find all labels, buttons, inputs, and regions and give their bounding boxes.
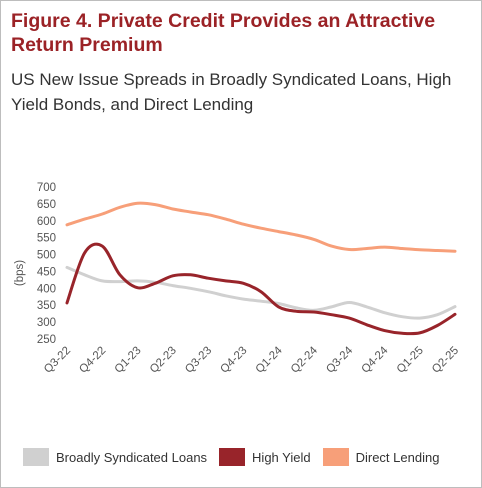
chart-legend: Broadly Syndicated Loans High Yield Dire… <box>23 447 451 467</box>
x-tick-label: Q3-23 <box>183 345 214 376</box>
y-tick-label: 600 <box>37 216 56 228</box>
legend-label-bsl: Broadly Syndicated Loans <box>56 449 208 465</box>
x-tick-label: Q4-24 <box>359 344 391 376</box>
legend-item-bsl: Broadly Syndicated Loans <box>23 448 207 466</box>
y-tick-label: 250 <box>37 334 56 346</box>
legend-item-dl: Direct Lending <box>322 448 440 466</box>
x-tick-label: Q3-24 <box>324 344 356 376</box>
series-line-bsl <box>65 265 457 320</box>
y-tick-label: 550 <box>37 233 56 245</box>
series-line-dl <box>65 201 457 253</box>
y-tick-label: 650 <box>37 199 56 211</box>
legend-swatch-dl <box>322 448 349 466</box>
x-tick-label: Q2-24 <box>289 344 321 376</box>
x-tick-label: Q1-25 <box>395 345 426 376</box>
x-tick-label: Q1-24 <box>254 344 286 376</box>
x-axis-ticks: Q3-22 Q4-22 Q1-23 Q2-23 Q3-23 Q4-23 Q1-24 Q2-24… <box>42 344 461 376</box>
legend-item-hy: High Yield <box>219 448 311 466</box>
x-tick-label: Q4-22 <box>77 345 108 376</box>
series-line-hy <box>65 242 457 336</box>
figure-title: Figure 4. Private Credit Provides an Att… <box>11 10 436 56</box>
legend-swatch-hy <box>219 448 246 466</box>
y-tick-label: 700 <box>37 182 56 194</box>
legend-swatch-bsl <box>23 448 49 466</box>
x-tick-label: Q2-23 <box>148 345 179 376</box>
series-lines <box>65 201 457 336</box>
y-axis-ticks: 250 300 350 400 450 500 550 600 650 700 <box>37 182 56 346</box>
x-tick-label: Q3-22 <box>42 345 73 376</box>
y-tick-label: 450 <box>37 266 56 278</box>
legend-label-hy: High Yield <box>252 449 311 465</box>
y-tick-label: 400 <box>37 283 56 295</box>
y-tick-label: 300 <box>37 317 56 329</box>
y-axis-label: (bps) <box>14 260 26 286</box>
legend-label-dl: Direct Lending <box>355 449 440 465</box>
x-tick-label: Q4-23 <box>218 345 249 376</box>
y-tick-label: 350 <box>37 300 56 312</box>
x-tick-label: Q1-23 <box>113 345 144 376</box>
figure-subtitle: US New Issue Spreads in Broadly Syndicat… <box>11 70 452 114</box>
y-tick-label: 500 <box>37 250 56 262</box>
x-tick-label: Q2-25 <box>430 345 461 376</box>
